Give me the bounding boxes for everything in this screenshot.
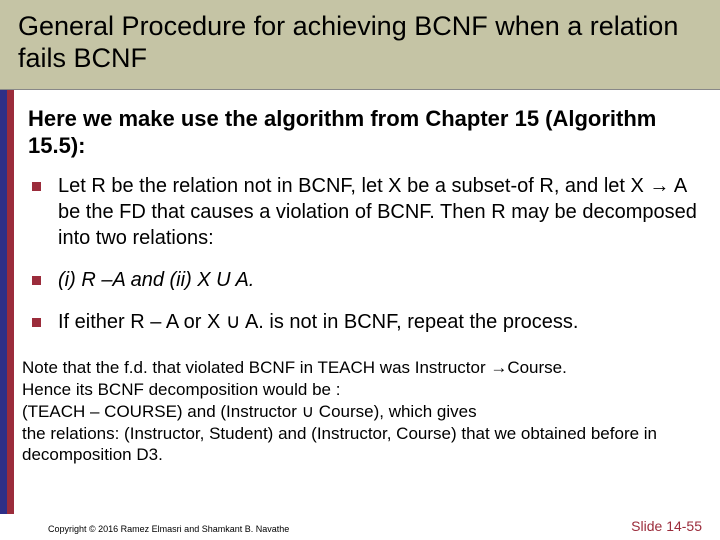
copyright-text: Copyright © 2016 Ramez Elmasri and Shamk… [48, 524, 289, 534]
list-item-text: Let R be the relation not in BCNF, let X… [58, 175, 697, 249]
note-line: (TEACH – COURSE) and (Instructor ∪ Cours… [22, 401, 698, 423]
note-block: Note that the f.d. that violated BCNF in… [0, 357, 720, 466]
accent-stripe [0, 90, 14, 514]
list-item-text: (i) R –A and (ii) X U A. [58, 269, 254, 291]
slide-title: General Procedure for achieving BCNF whe… [18, 10, 702, 75]
stripe-blue [0, 90, 7, 514]
content-area: Here we make use the algorithm from Chap… [0, 90, 720, 358]
list-item: Let R be the relation not in BCNF, let X… [28, 173, 698, 251]
list-item: (i) R –A and (ii) X U A. [28, 267, 698, 293]
note-line: Hence its BCNF decomposition would be : [22, 379, 698, 401]
stripe-red [7, 90, 14, 514]
list-item-text: If either R – A or X ∪ A. is not in BCNF… [58, 311, 578, 333]
footer: Copyright © 2016 Ramez Elmasri and Shamk… [0, 518, 720, 534]
title-bar: General Procedure for achieving BCNF whe… [0, 0, 720, 90]
bullet-list: Let R be the relation not in BCNF, let X… [28, 173, 698, 335]
slide-number: Slide 14-55 [631, 518, 702, 534]
list-item: If either R – A or X ∪ A. is not in BCNF… [28, 309, 698, 335]
note-line: Note that the f.d. that violated BCNF in… [22, 357, 698, 379]
note-line: the relations: (Instructor, Student) and… [22, 423, 698, 467]
lead-text: Here we make use the algorithm from Chap… [28, 106, 698, 160]
